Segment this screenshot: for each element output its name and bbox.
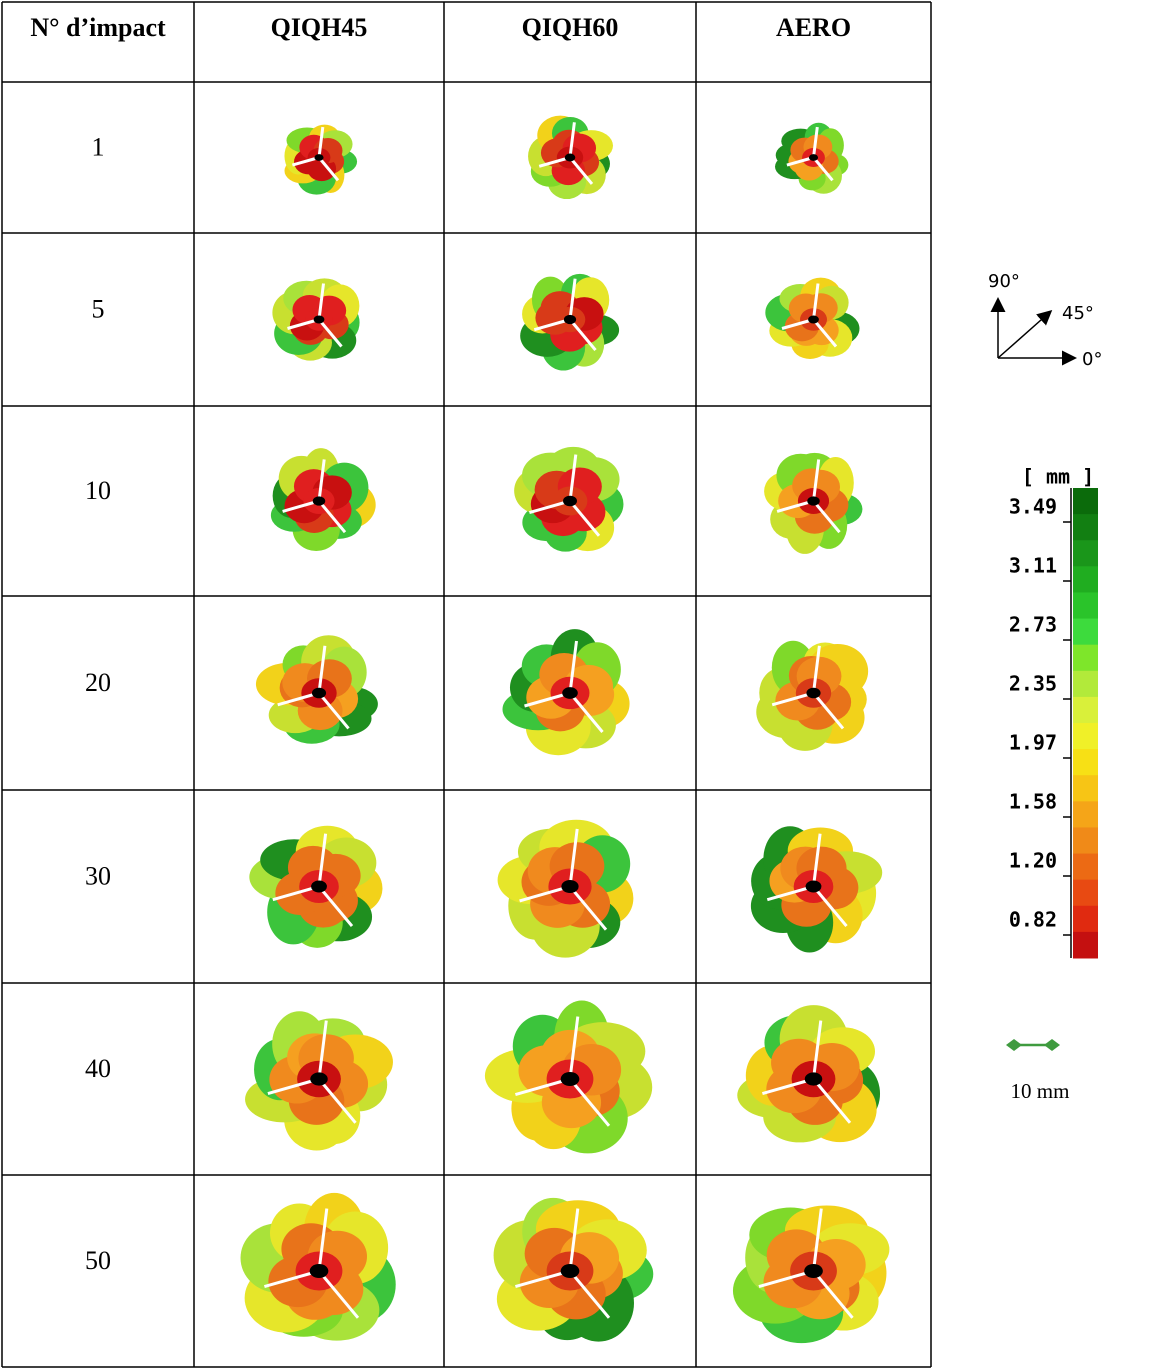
perforation	[311, 687, 327, 699]
impact-number: 1	[92, 132, 105, 161]
angle-label: 0°	[1082, 349, 1102, 370]
impact-number: 5	[92, 294, 105, 323]
perforation	[805, 880, 822, 893]
color-step	[1073, 905, 1098, 933]
perforation	[806, 687, 821, 699]
color-legend: [ mm ] 3.49 3.11 2.73 2.35 1.97 1.58 1.20 0.82	[1009, 465, 1098, 959]
arrow-45	[997, 310, 1053, 359]
damage-map	[493, 1197, 654, 1342]
color-step	[1073, 827, 1098, 855]
perforation	[314, 154, 324, 161]
perforation	[808, 315, 819, 324]
color-step	[1073, 775, 1098, 802]
legend-label: 1.97	[1009, 731, 1057, 755]
color-step	[1073, 514, 1098, 541]
damage-map	[240, 1192, 396, 1341]
perforation	[311, 880, 327, 893]
column-header: QIQH60	[522, 13, 619, 42]
perforation	[564, 153, 576, 162]
table-grid	[1, 1, 932, 1368]
damage-map	[249, 825, 383, 948]
impact-number: 10	[85, 476, 111, 505]
angle-label: 90°	[988, 271, 1020, 292]
damage-map	[520, 273, 620, 371]
damage-map	[737, 1005, 881, 1143]
color-step	[1073, 879, 1098, 907]
damage-map	[765, 277, 860, 359]
damage-map	[255, 635, 378, 744]
column-header: N° d’impact	[30, 13, 166, 42]
perforation	[309, 1263, 329, 1279]
damage-map	[272, 278, 360, 361]
damage-map	[750, 826, 883, 953]
damage-map	[775, 122, 849, 194]
color-step	[1073, 801, 1098, 828]
perforation	[560, 1071, 580, 1087]
perforation	[804, 1072, 823, 1086]
perforation	[563, 314, 577, 325]
column-header: AERO	[776, 13, 851, 42]
color-step	[1073, 592, 1098, 620]
perforation	[312, 496, 326, 506]
perforation	[313, 315, 325, 324]
color-step	[1073, 488, 1098, 515]
damage-map	[284, 124, 358, 195]
legend-label: 2.35	[1009, 672, 1057, 696]
scale-end	[1006, 1039, 1022, 1051]
perforation	[562, 687, 578, 699]
color-step	[1073, 749, 1098, 776]
color-step	[1073, 540, 1098, 567]
damage-map	[270, 448, 376, 551]
perforation	[804, 1263, 823, 1279]
legend-label: 0.82	[1009, 908, 1057, 932]
table-cells: N° d’impact QIQH45 QIQH60 AERO 1 5 10 20 30 40 50	[30, 13, 890, 1344]
perforation	[561, 880, 579, 893]
impact-number: 30	[85, 861, 111, 890]
color-step	[1073, 618, 1098, 646]
damage-map	[756, 640, 869, 751]
legend-unit: [ mm ]	[1022, 465, 1094, 489]
damage-map	[502, 629, 630, 756]
legend-label: 1.58	[1009, 790, 1057, 814]
damage-map	[514, 446, 624, 552]
color-step	[1073, 696, 1098, 724]
damage-map	[484, 1000, 653, 1154]
perforation	[310, 1072, 328, 1086]
angle-label: 45°	[1062, 303, 1094, 324]
legend-label: 3.11	[1009, 554, 1057, 578]
color-step	[1073, 566, 1098, 593]
perforation	[807, 496, 820, 506]
impact-number: 40	[85, 1054, 111, 1083]
perforation	[560, 1263, 580, 1279]
damage-map	[732, 1205, 890, 1344]
color-step	[1073, 670, 1098, 698]
damage-map	[528, 115, 613, 200]
perforation	[808, 154, 819, 161]
damage-map	[245, 1011, 393, 1151]
impact-number: 20	[85, 668, 111, 697]
color-step	[1073, 931, 1098, 959]
scale-bar: 10 mm	[1006, 1039, 1069, 1103]
legend-label: 3.49	[1009, 495, 1057, 519]
color-step	[1073, 723, 1098, 750]
damage-map	[497, 819, 634, 958]
color-step	[1073, 853, 1098, 881]
orientation-indicator: 90° 45° 0°	[988, 271, 1102, 370]
damage-map	[764, 452, 863, 554]
legend-label: 1.20	[1009, 849, 1057, 873]
legend-label: 2.73	[1009, 613, 1057, 637]
perforation	[563, 495, 577, 507]
scale-label: 10 mm	[1011, 1079, 1070, 1103]
impact-number: 50	[85, 1246, 111, 1275]
column-header: QIQH45	[271, 13, 368, 42]
color-step	[1073, 644, 1098, 672]
scale-end	[1044, 1039, 1060, 1051]
